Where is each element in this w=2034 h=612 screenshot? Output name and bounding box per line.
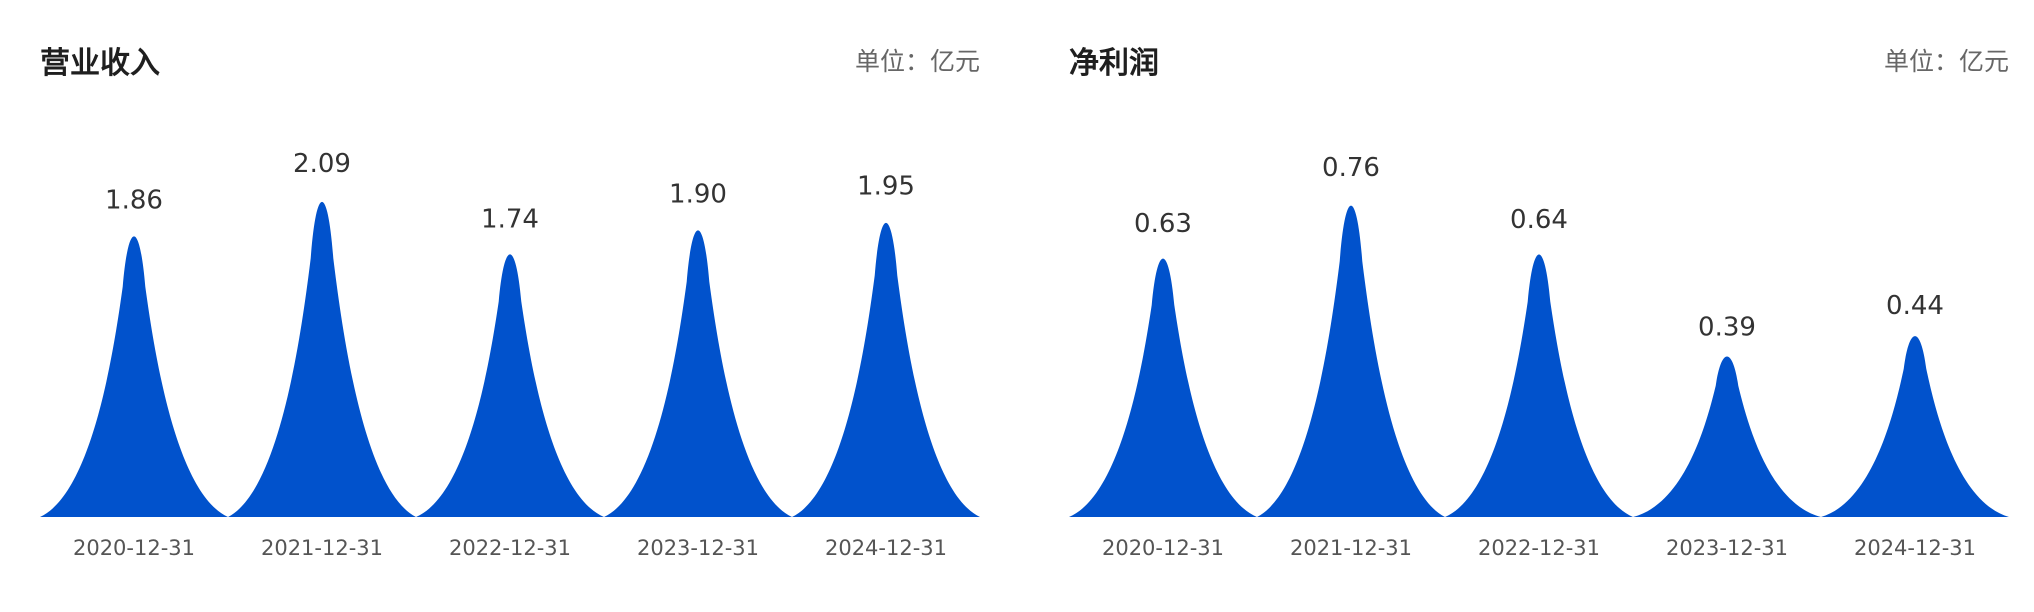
net-profit-value-label: 0.44: [1886, 291, 1944, 321]
revenue-peak-2022-12-31: [416, 254, 604, 517]
revenue-chart-panel: 营业收入 单位：亿元 1.86 2020-12-31 2.09 2021-12-31 1…: [40, 0, 980, 612]
revenue-peak-2023-12-31: [604, 230, 792, 517]
net-profit-value-label: 0.76: [1322, 153, 1380, 183]
net-profit-peak-2021-12-31: [1257, 205, 1445, 517]
net-profit-x-tick-label: 2022-12-31: [1478, 536, 1600, 560]
revenue-x-tick-label: 2023-12-31: [637, 536, 759, 560]
revenue-x-tick-label: 2021-12-31: [261, 536, 383, 560]
revenue-peak-2020-12-31: [40, 236, 228, 517]
revenue-chart-plot: 1.86 2020-12-31 2.09 2021-12-31 1.74 2022-12-…: [40, 149, 980, 560]
revenue-value-label: 2.09: [293, 149, 351, 179]
revenue-value-label: 1.90: [669, 179, 727, 209]
revenue-peak-2024-12-31: [792, 222, 980, 518]
revenue-value-label: 1.86: [105, 186, 163, 216]
net-profit-unit-label: 单位：亿元: [1883, 47, 2009, 76]
revenue-x-tick-label: 2022-12-31: [449, 536, 571, 560]
revenue-value-label: 1.95: [857, 171, 915, 201]
net-profit-x-tick-label: 2020-12-31: [1102, 536, 1224, 560]
revenue-chart-title: 营业收入: [40, 46, 160, 81]
revenue-value-label: 1.74: [481, 205, 539, 235]
revenue-unit-label: 单位：亿元: [854, 47, 980, 76]
net-profit-chart-panel: 净利润 单位：亿元 0.63 2020-12-31 0.76 2021-12-31 0.…: [1069, 0, 2009, 612]
net-profit-value-label: 0.64: [1510, 205, 1568, 235]
net-profit-peak-2023-12-31: [1633, 356, 1821, 517]
net-profit-x-tick-label: 2023-12-31: [1666, 536, 1788, 560]
net-profit-peak-2020-12-31: [1069, 258, 1257, 517]
net-profit-x-tick-label: 2024-12-31: [1854, 536, 1976, 560]
net-profit-chart-plot: 0.63 2020-12-31 0.76 2021-12-31 0.64 2022-12-…: [1069, 153, 2009, 560]
revenue-peak-2021-12-31: [228, 201, 416, 517]
net-profit-x-tick-label: 2021-12-31: [1290, 536, 1412, 560]
revenue-x-tick-label: 2024-12-31: [825, 536, 947, 560]
net-profit-value-label: 0.39: [1698, 313, 1756, 343]
net-profit-value-label: 0.63: [1134, 209, 1192, 239]
net-profit-peak-2022-12-31: [1445, 254, 1633, 517]
net-profit-chart-title: 净利润: [1069, 46, 1159, 81]
revenue-x-tick-label: 2020-12-31: [73, 536, 195, 560]
net-profit-peak-2024-12-31: [1821, 336, 2009, 517]
